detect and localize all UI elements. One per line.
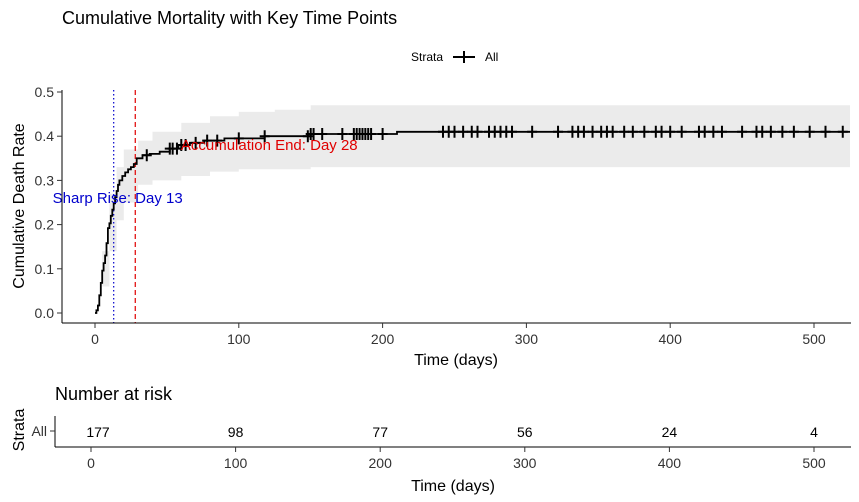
censor-mark [337,127,348,140]
censor-marks [141,125,848,162]
censor-mark [716,125,727,138]
risk-x-tick-label: 0 [87,455,95,471]
censor-mark [788,125,799,138]
annotation-sharp-rise: Sharp Rise: Day 13 [53,190,183,207]
censor-mark [180,139,191,152]
x-axis-label: Time (days) [414,352,498,369]
main-axis-ticks: 0 100 200 300 400 500 0.0 0.1 0.2 0.3 0.4 0.5 [35,84,826,347]
censor-mark [699,125,710,138]
censor-mark [708,125,719,138]
series-line-all [95,130,850,314]
censor-mark [202,134,213,147]
censor-mark [472,125,483,138]
risk-value: 24 [662,424,678,440]
censor-mark [765,125,776,138]
risk-value: 177 [86,424,110,440]
censor-mark [587,125,598,138]
risk-value: 56 [517,424,533,440]
x-tick-label: 200 [371,331,395,347]
censor-mark [308,127,319,140]
annotation-accumulation-end: Accumulation End: Day 28 [181,137,358,154]
risk-value: 77 [372,424,388,440]
legend-item-all: All [485,50,498,64]
risk-table-x-axis-label: Time (days) [411,478,495,495]
risk-table-panel: Number at risk Strata All 177 98 77 56 24 4 0… [11,384,851,495]
curve-layer [95,130,850,314]
risk-values: 177 98 77 56 24 4 [86,424,818,440]
y-tick-label: 0.5 [35,84,55,100]
y-tick-label: 0.4 [35,128,55,144]
y-tick-label: 0.0 [35,305,55,321]
censor-mark [777,125,788,138]
risk-table-axis-ticks: 0 100 200 300 400 500 [50,430,826,471]
y-tick-label: 0.1 [35,261,55,277]
censor-mark [377,127,388,140]
censor-mark [553,125,564,138]
censor-mark [656,125,667,138]
censor-mark [527,125,538,138]
censor-mark [837,125,848,138]
censor-mark [259,130,270,143]
risk-table-y-label: Strata [11,409,28,452]
risk-x-tick-label: 400 [658,455,682,471]
x-tick-label: 400 [659,331,683,347]
censor-mark [676,125,687,138]
censor-mark [317,127,328,140]
x-tick-label: 300 [515,331,539,347]
risk-x-tick-label: 500 [802,455,826,471]
censor-mark [737,125,748,138]
censor-mark [578,125,589,138]
censor-mark [233,132,244,145]
censor-mark [627,125,638,138]
confidence-band [95,105,850,313]
censor-mark [820,125,831,138]
y-axis-label: Cumulative Death Rate [11,123,28,289]
censor-mark [665,125,676,138]
risk-x-tick-label: 300 [513,455,537,471]
legend: Strata All [411,50,498,64]
annotation-layer: Sharp Rise: Day 13 Accumulation End: Day … [53,137,358,207]
risk-x-tick-label: 100 [224,455,248,471]
censor-mark [141,149,152,162]
confidence-band-area [95,105,850,313]
y-tick-label: 0.3 [35,172,55,188]
main-plot-panel: Sharp Rise: Day 13 Accumulation End: Day … [11,84,851,369]
censor-mark [458,125,469,138]
risk-value: 98 [228,424,244,440]
censor-mark [757,125,768,138]
legend-title: Strata [411,50,443,64]
censor-mark [212,134,223,147]
y-tick-label: 0.2 [35,217,55,233]
x-tick-label: 100 [227,331,251,347]
censor-mark [804,125,815,138]
risk-value: 4 [810,424,818,440]
censor-mark [639,125,650,138]
legend-key-icon [453,51,475,63]
x-tick-label: 500 [802,331,826,347]
censor-mark [607,125,618,138]
censor-mark [190,136,201,149]
censor-mark [507,125,518,138]
risk-table-row-label: All [31,423,47,439]
risk-table-title: Number at risk [55,384,173,404]
censor-mark [449,125,460,138]
risk-x-tick-label: 200 [369,455,393,471]
censor-mark [366,127,377,140]
chart-title: Cumulative Mortality with Key Time Point… [62,8,397,28]
x-tick-label: 0 [91,331,99,347]
censor-mark [619,125,630,138]
